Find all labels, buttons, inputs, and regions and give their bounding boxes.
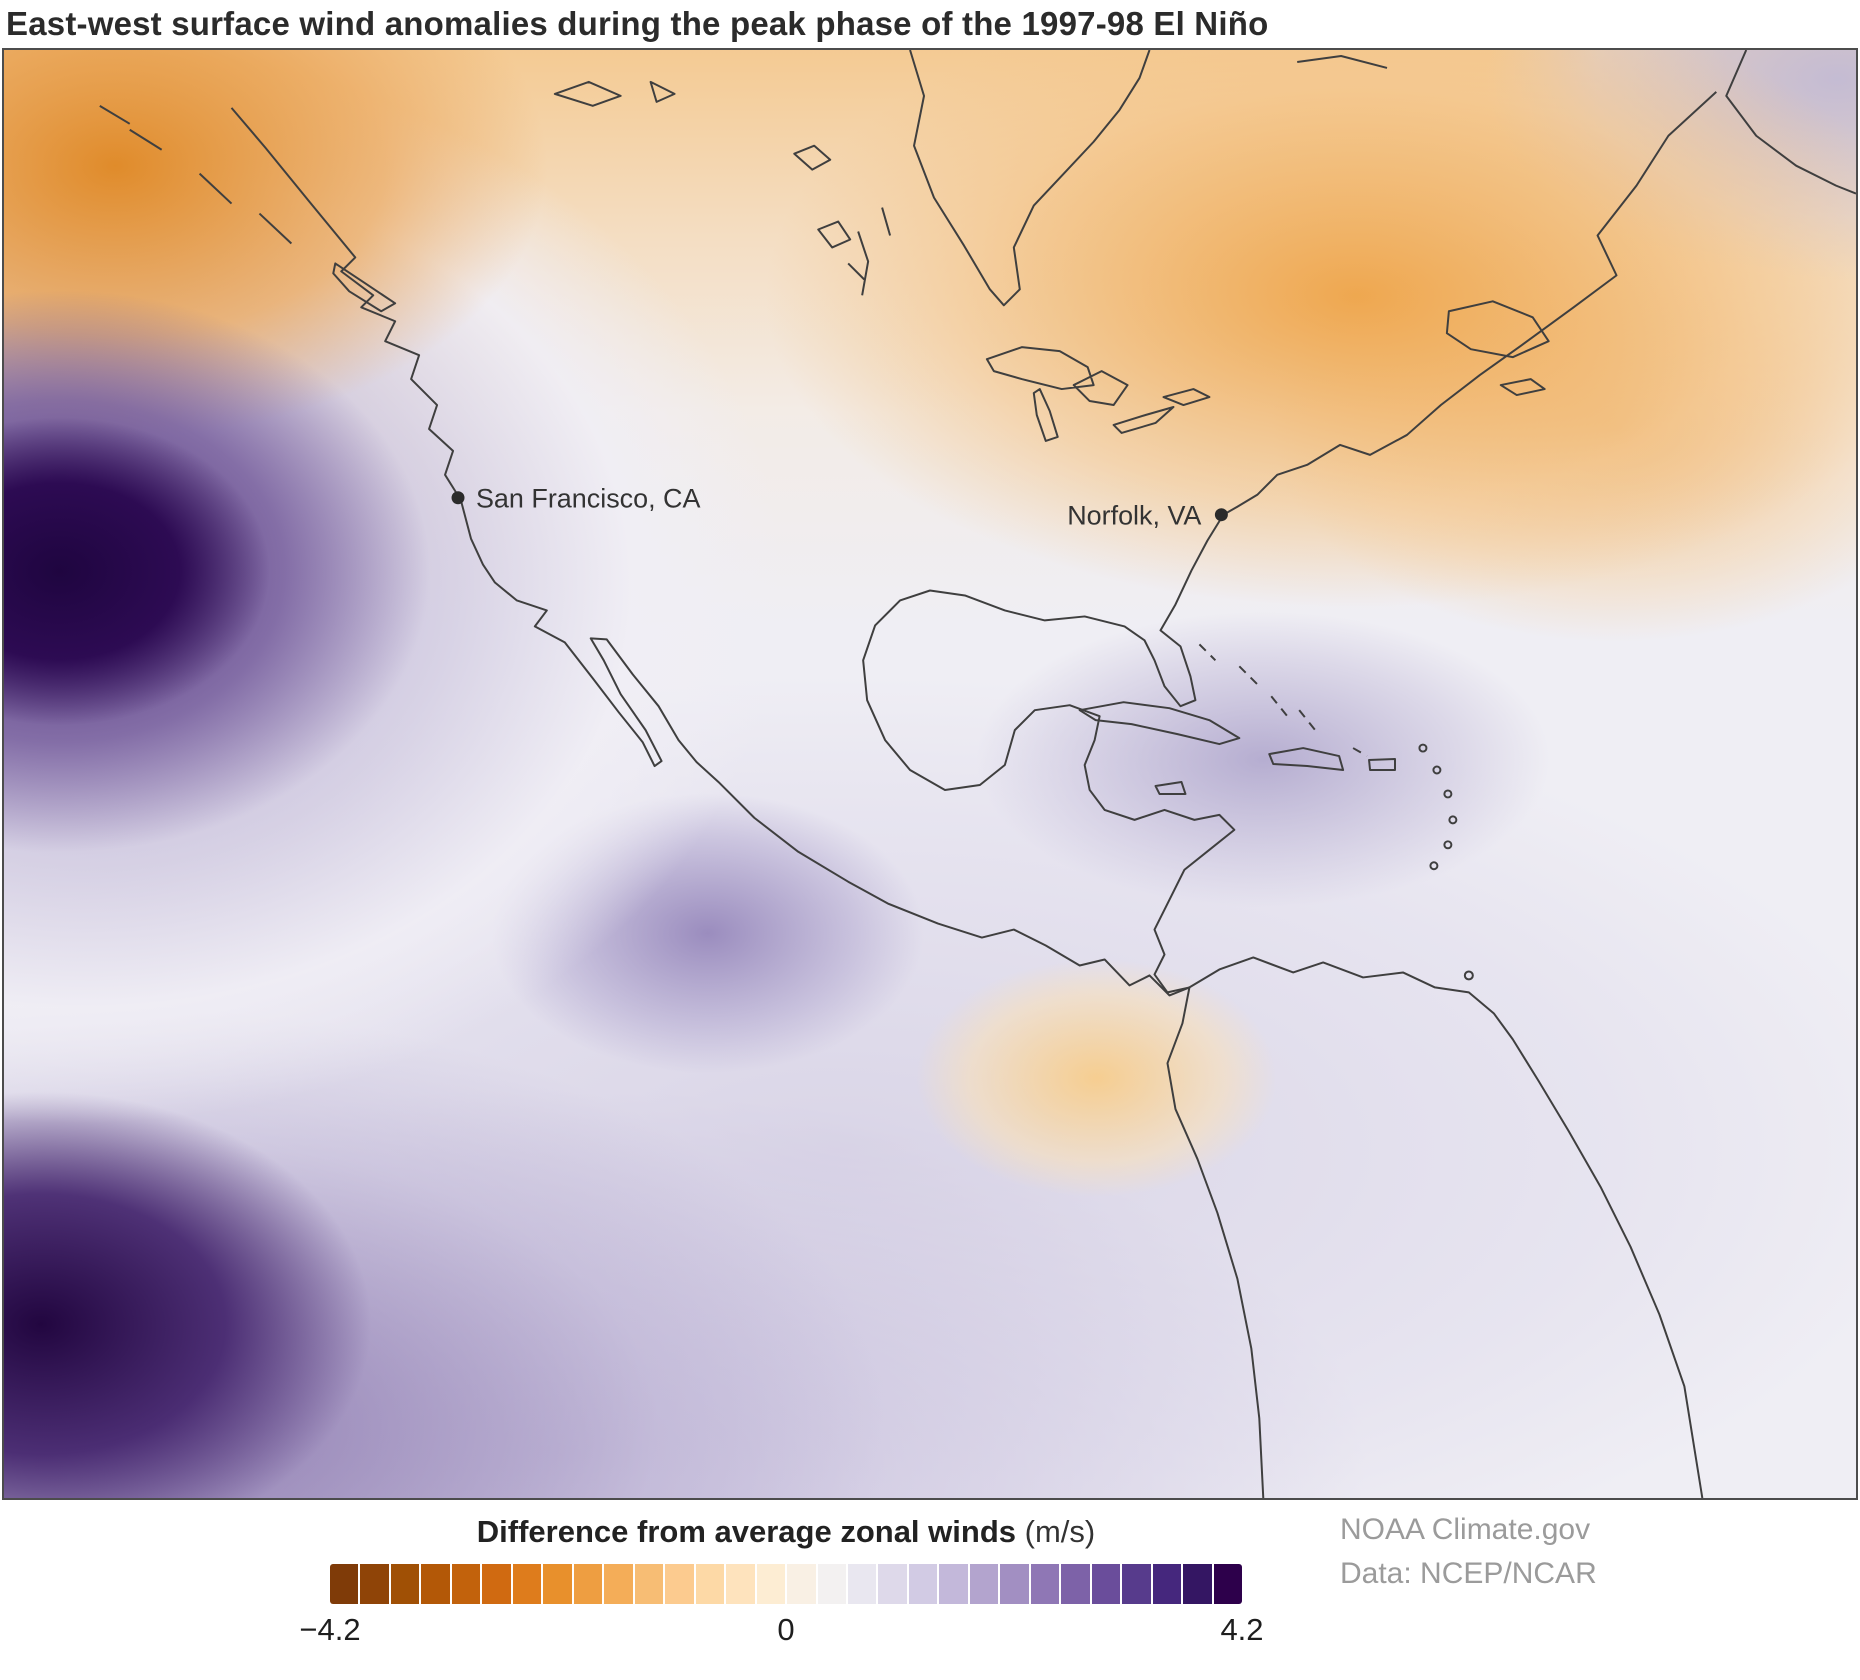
coastline-hudson-bay xyxy=(909,50,1151,307)
colorbar-tick-max: 4.2 xyxy=(1220,1612,1264,1647)
colorbar-cell xyxy=(482,1564,511,1604)
legend-title-text: Difference from average zonal winds xyxy=(476,1514,1016,1549)
colorbar-cell xyxy=(1000,1564,1029,1604)
colorbar-cell xyxy=(847,1564,877,1604)
legend-title: Difference from average zonal winds (m/s… xyxy=(330,1514,1242,1550)
colorbar-cell xyxy=(421,1564,450,1604)
colorbar-cell xyxy=(878,1564,907,1604)
san-francisco-dot xyxy=(451,491,465,505)
lesser-antilles-islands xyxy=(1418,743,1474,981)
colorbar-tick-min: −4.2 xyxy=(299,1612,361,1647)
colorbar-cell xyxy=(695,1564,725,1604)
colorbar-cell xyxy=(1122,1564,1151,1604)
colorbar-ticks: −4.2 0 4.2 xyxy=(299,1612,1263,1654)
colorbar-cell xyxy=(1213,1564,1243,1604)
coastline-south-america xyxy=(1188,956,1704,1498)
colorbar xyxy=(330,1564,1243,1604)
colorbar-cell xyxy=(390,1564,420,1604)
colorbar-tick-mid: 0 xyxy=(777,1612,795,1647)
colorbar-cell xyxy=(817,1564,846,1604)
city-marker-norfolk: Norfolk, VA xyxy=(1067,501,1228,531)
colorbar-cell xyxy=(939,1564,968,1604)
colorbar-cell xyxy=(969,1564,999,1604)
colorbar-cell xyxy=(726,1564,755,1604)
colorbar-cell xyxy=(634,1564,664,1604)
colorbar-cell xyxy=(573,1564,603,1604)
city-marker-san-francisco: San Francisco, CA xyxy=(451,484,701,514)
legend-block: Difference from average zonal winds (m/s… xyxy=(299,1514,1263,1654)
bahamas-dashed-islands xyxy=(1198,643,1368,757)
legend-row: Difference from average zonal winds (m/s… xyxy=(0,1500,1860,1676)
colorbar-cell xyxy=(1061,1564,1090,1604)
colorbar-cell xyxy=(665,1564,694,1604)
coastline-atlantic xyxy=(862,91,1717,994)
figure-title: East-west surface wind anomalies during … xyxy=(6,5,1269,42)
colorbar-cell xyxy=(1152,1564,1182,1604)
colorbar-cell xyxy=(330,1564,359,1604)
colorbar-cell xyxy=(908,1564,938,1604)
colorbar-cell xyxy=(1030,1564,1060,1604)
legend-units: (m/s) xyxy=(1024,1514,1096,1549)
city-label-norfolk: Norfolk, VA xyxy=(1067,501,1201,531)
credits: NOAA Climate.gov Data: NCEP/NCAR xyxy=(1340,1508,1597,1595)
colorbar-cell xyxy=(360,1564,389,1604)
colorbar-cell xyxy=(1183,1564,1212,1604)
coastlines-overlay: San Francisco, CA Norfolk, VA xyxy=(99,50,1856,1498)
colorbar-cell xyxy=(787,1564,816,1604)
colorbar-cell xyxy=(451,1564,481,1604)
coastline-pacific xyxy=(230,107,1265,1498)
anomaly-map: San Francisco, CA Norfolk, VA xyxy=(2,48,1858,1500)
norfolk-dot xyxy=(1214,508,1228,522)
colorbar-cell xyxy=(512,1564,542,1604)
city-label-san-francisco: San Francisco, CA xyxy=(476,484,701,514)
colorbar-cell xyxy=(543,1564,572,1604)
lakes-and-islands xyxy=(99,50,1856,795)
colorbar-cell xyxy=(1091,1564,1121,1604)
colorbar-cell xyxy=(756,1564,786,1604)
credit-noaa: NOAA Climate.gov xyxy=(1340,1513,1591,1546)
credit-data-source: Data: NCEP/NCAR xyxy=(1340,1556,1597,1590)
colorbar-cell xyxy=(604,1564,633,1604)
anomaly-field xyxy=(4,50,1856,1498)
